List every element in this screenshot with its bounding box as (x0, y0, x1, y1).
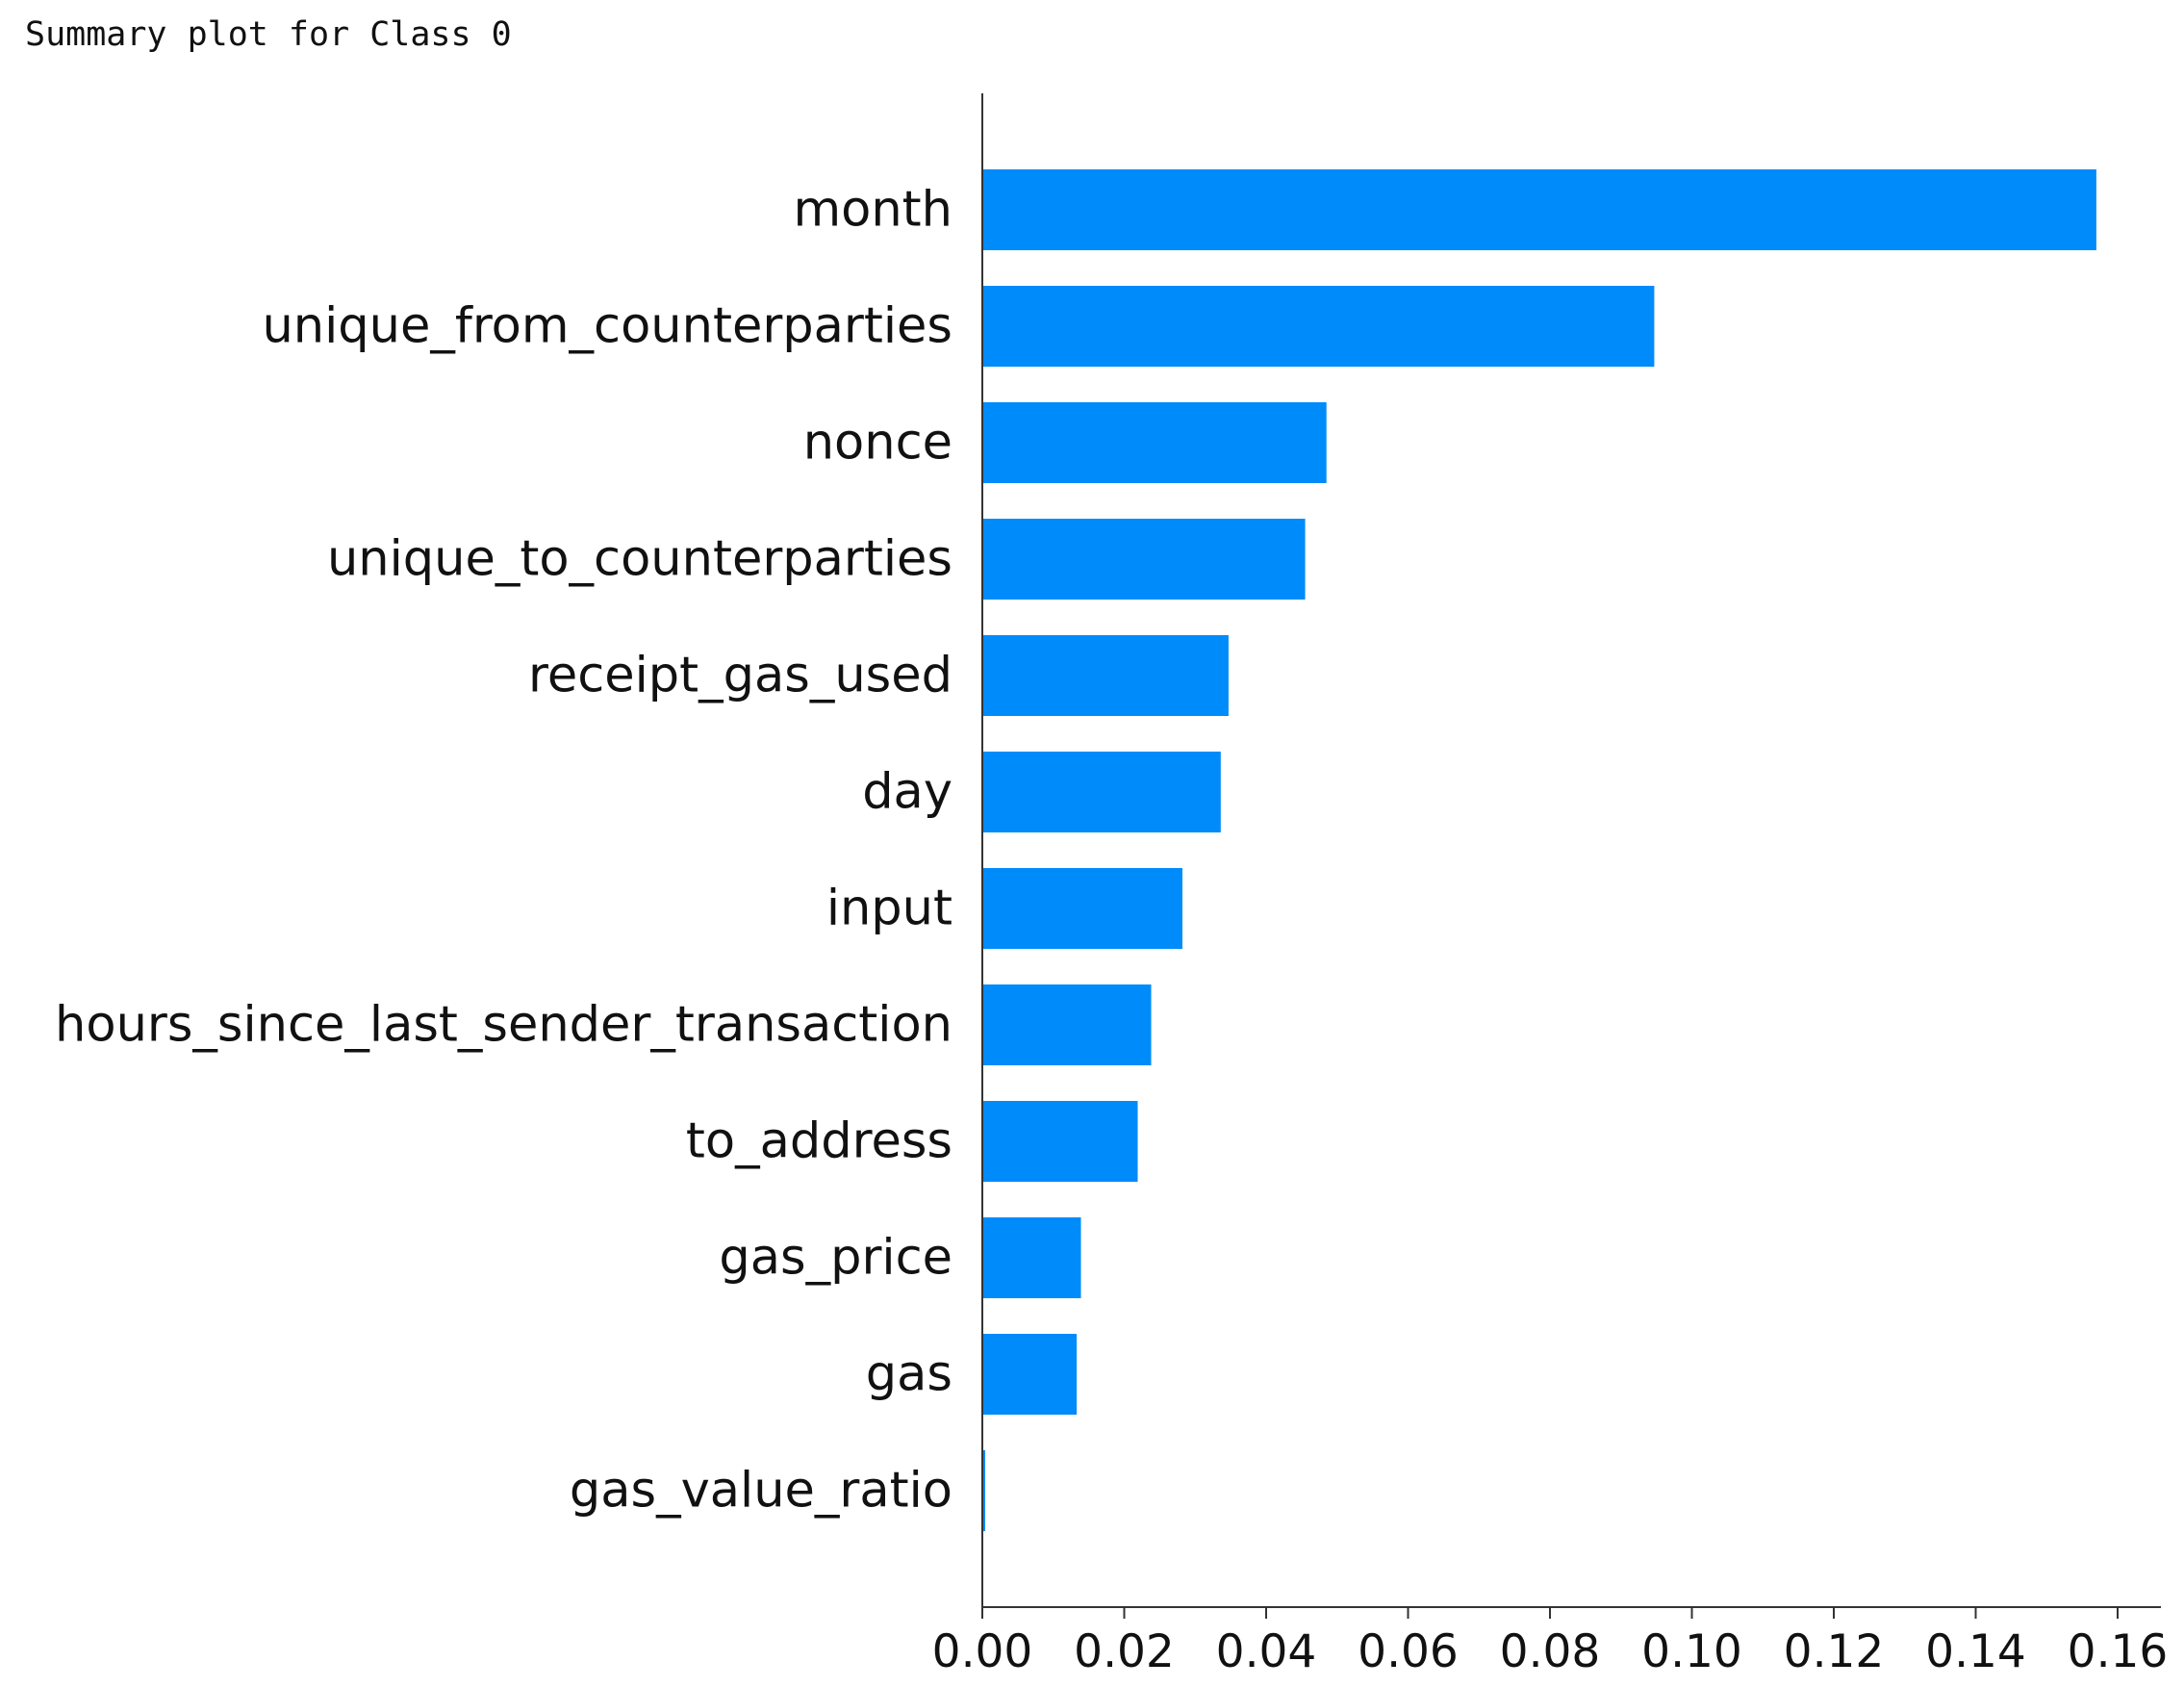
category-label: receipt_gas_used (528, 648, 952, 704)
category-label: nonce (803, 415, 952, 472)
bar-unique-to-counterparties (982, 519, 1306, 600)
bars-group (982, 169, 2096, 1531)
x-tick-label: 0.02 (1074, 1625, 1175, 1678)
category-label: gas_value_ratio (570, 1463, 952, 1520)
x-tick-label: 0.12 (1784, 1625, 1885, 1678)
x-tick-label: 0.04 (1216, 1625, 1317, 1678)
bar-gas-value-ratio (982, 1450, 985, 1531)
chart-title: Summary plot for Class 0 (25, 15, 512, 54)
bar-month (982, 169, 2096, 250)
category-label: to_address (686, 1113, 952, 1170)
x-tick-label: 0.14 (1925, 1625, 2026, 1678)
category-label: gas (866, 1346, 952, 1403)
x-axis-ticks: 0.00 0.02 0.04 0.06 0.08 0.10 0.12 0.14 0.16 (932, 1607, 2169, 1678)
bar-nonce (982, 402, 1327, 483)
x-tick-label: 0.06 (1358, 1625, 1459, 1678)
bar-input (982, 868, 1182, 949)
bar-to-address (982, 1101, 1138, 1182)
bar-day (982, 752, 1221, 832)
bar-receipt-gas-used (982, 635, 1229, 716)
category-label: unique_to_counterparties (327, 531, 952, 588)
category-label: input (826, 881, 952, 937)
bar-gas-price (982, 1217, 1081, 1298)
bar-gas (982, 1334, 1078, 1415)
category-label: unique_from_counterparties (262, 298, 952, 355)
category-label: gas_price (719, 1230, 952, 1287)
x-tick-label: 0.16 (2068, 1625, 2169, 1678)
x-tick-label: 0.10 (1641, 1625, 1742, 1678)
category-label: month (793, 182, 952, 239)
bar-hours-since-last-sender-transaction (982, 984, 1152, 1065)
x-tick-label: 0.00 (932, 1625, 1033, 1678)
category-label: day (862, 764, 952, 821)
category-label: hours_since_last_sender_transaction (55, 997, 952, 1054)
x-tick-label: 0.08 (1500, 1625, 1601, 1678)
bar-unique-from-counterparties (982, 286, 1655, 367)
